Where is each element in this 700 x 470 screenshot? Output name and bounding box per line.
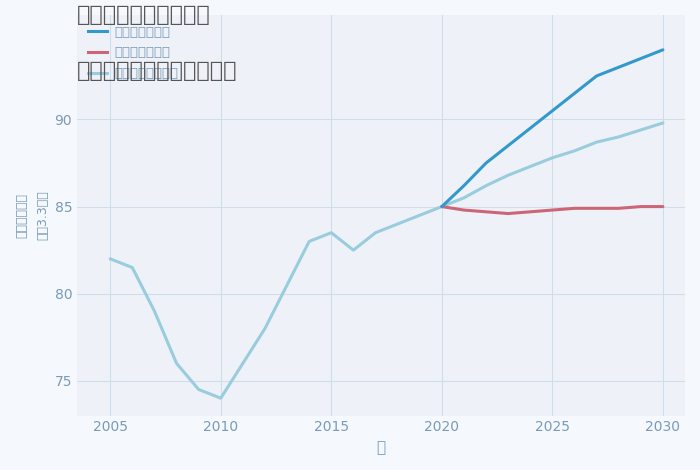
Text: 中古マンションの価格推移: 中古マンションの価格推移 xyxy=(77,61,237,81)
Y-axis label: 単価（万円）
平（3.3㎡）: 単価（万円） 平（3.3㎡） xyxy=(15,190,49,240)
Text: 兵庫県三田市下深田の: 兵庫県三田市下深田の xyxy=(77,5,211,25)
X-axis label: 年: 年 xyxy=(377,440,386,455)
Legend: グッドシナリオ, バッドシナリオ, ノーマルシナリオ: グッドシナリオ, バッドシナリオ, ノーマルシナリオ xyxy=(83,22,182,84)
